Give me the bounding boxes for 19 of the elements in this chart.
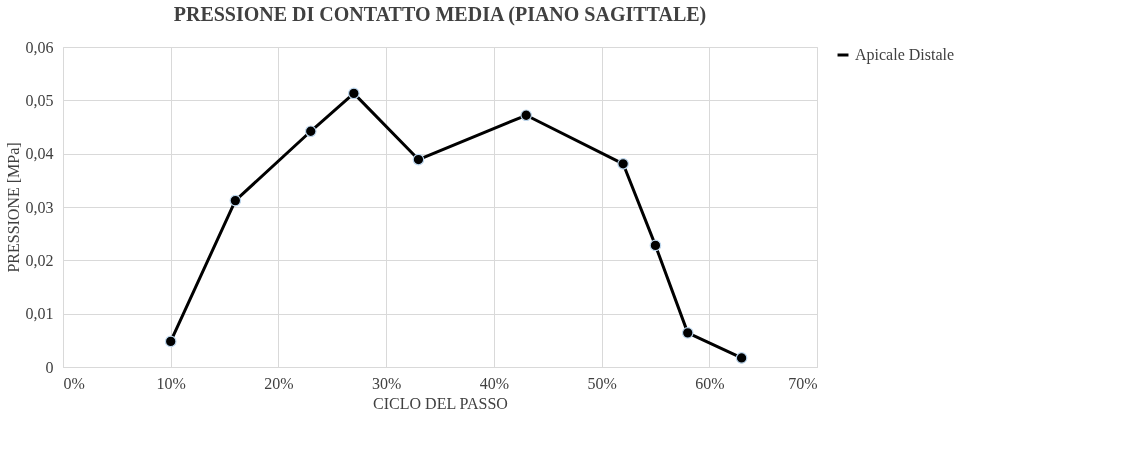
y-tick-label: 0,01	[25, 305, 54, 323]
x-tick-label: 20%	[264, 374, 294, 392]
chart-title: PRESSIONE DI CONTATTO MEDIA (PIANO SAGITTALE)	[173, 3, 707, 26]
x-axis-title: CICLO DEL PASSO	[373, 394, 508, 412]
x-tick-label: 0%	[63, 374, 85, 392]
x-tick-label: 60%	[695, 374, 725, 392]
y-tick-label: 0,02	[25, 251, 54, 269]
y-tick-label: 0,06	[25, 38, 54, 56]
y-tick-label: 0,03	[25, 198, 54, 216]
x-tick-label: 30%	[371, 374, 402, 392]
x-tick-label: 50%	[587, 374, 617, 392]
y-tick-label: 0,04	[25, 145, 54, 163]
legend-label: Apicale Distale	[855, 46, 955, 64]
x-tick-label: 10%	[156, 374, 186, 392]
x-tick-label: 40%	[479, 374, 510, 392]
y-tick-label: 0,05	[25, 91, 54, 109]
y-axis-title: PRESSIONE [MPa]	[4, 142, 22, 273]
x-tick-label: 70%	[788, 374, 818, 392]
y-tick-label: 0	[45, 358, 54, 376]
